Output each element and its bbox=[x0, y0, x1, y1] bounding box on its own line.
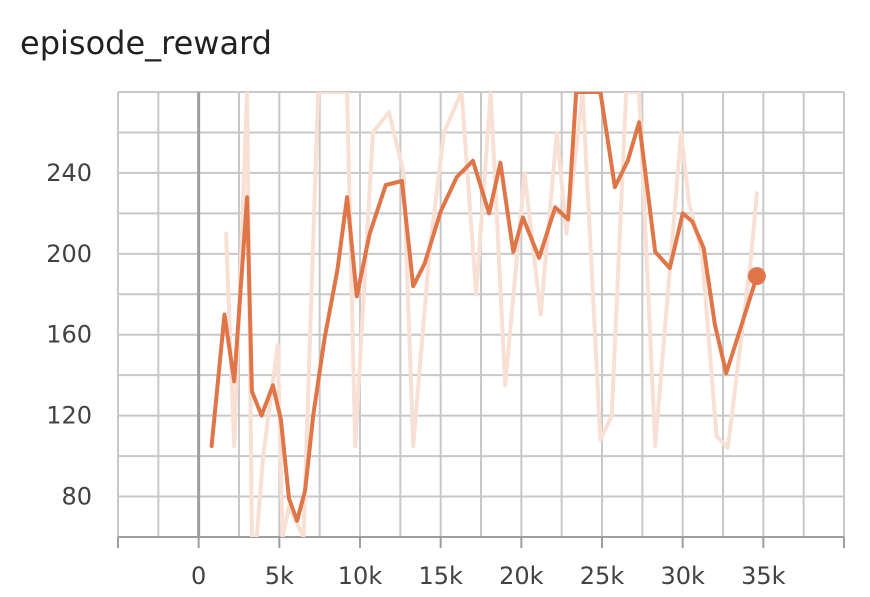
axes bbox=[117, 92, 845, 548]
series-layer bbox=[209, 92, 759, 537]
markers bbox=[747, 267, 766, 286]
y-tick-label: 200 bbox=[46, 240, 92, 268]
x-tick-label: 20k bbox=[499, 562, 544, 590]
tick-labels: 80 120 160 200 240 0 5k 10k 15k 20k 25k 30k 35k bbox=[46, 159, 785, 590]
y-tick-label: 120 bbox=[46, 402, 92, 430]
x-tick-label: 30k bbox=[660, 562, 705, 590]
x-tick-label: 0 bbox=[191, 562, 206, 590]
y-tick-label: 240 bbox=[46, 159, 92, 187]
x-tick-label: 10k bbox=[338, 562, 383, 590]
x-tick-label: 25k bbox=[580, 562, 625, 590]
smoothed-series-line bbox=[209, 92, 759, 523]
chart-title: episode_reward bbox=[20, 24, 272, 62]
y-tick-label: 80 bbox=[61, 483, 92, 511]
grid bbox=[117, 91, 845, 538]
x-tick-label: 35k bbox=[741, 562, 786, 590]
x-tick-label: 5k bbox=[265, 562, 294, 590]
x-tick-label: 15k bbox=[418, 562, 463, 590]
y-tick-label: 160 bbox=[46, 321, 92, 349]
last-point-marker bbox=[747, 267, 766, 286]
raw-series-line bbox=[224, 92, 759, 537]
